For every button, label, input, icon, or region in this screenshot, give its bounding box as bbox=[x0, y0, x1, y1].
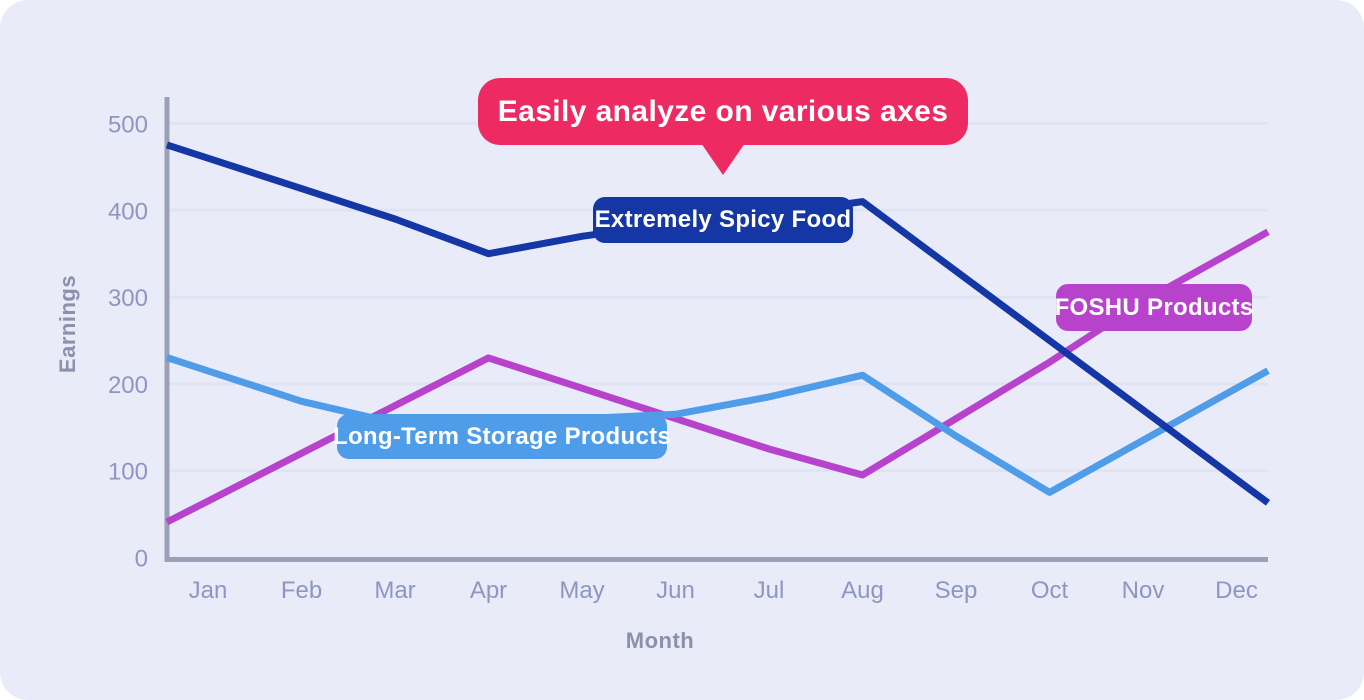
x-tick-label: Jan bbox=[189, 577, 228, 604]
x-tick-label: Jun bbox=[656, 577, 695, 604]
x-tick-label: Jul bbox=[754, 577, 785, 604]
callout-annotation: Easily analyze on various axes bbox=[478, 78, 968, 145]
series-label-extremely-spicy-food: Extremely Spicy Food bbox=[593, 197, 853, 243]
series-label-long-term-storage-products: Long-Term Storage Products bbox=[333, 414, 671, 459]
x-tick-label: Aug bbox=[841, 577, 884, 604]
x-tick-label: Feb bbox=[281, 577, 322, 604]
x-tick-label: Nov bbox=[1122, 577, 1165, 604]
x-tick-label: Dec bbox=[1215, 577, 1258, 604]
x-tick-label: May bbox=[559, 577, 604, 604]
y-tick-labels: 0 100 200 300 400 500 bbox=[108, 112, 148, 573]
x-tick-label: Oct bbox=[1031, 577, 1069, 604]
y-tick-label: 0 bbox=[135, 546, 148, 573]
y-tick-label: 400 bbox=[108, 198, 148, 225]
x-tick-label: Mar bbox=[374, 577, 415, 604]
callout-pointer-icon bbox=[701, 143, 745, 175]
x-tick-labels: Jan Feb Mar Apr May Jun Jul Aug Sep Oct Nov Dec bbox=[189, 577, 1258, 604]
x-tick-label: Apr bbox=[470, 577, 507, 604]
y-tick-label: 500 bbox=[108, 112, 148, 139]
series-line-long-term-storage-products bbox=[165, 354, 1270, 496]
x-axis-title: Month bbox=[625, 628, 695, 653]
y-tick-label: 100 bbox=[108, 459, 148, 486]
y-tick-label: 200 bbox=[108, 372, 148, 399]
series-label-foshu-products: FOSHU Products bbox=[1055, 284, 1253, 331]
axis-lines bbox=[164, 97, 1268, 562]
y-axis-title: Earnings bbox=[55, 274, 80, 374]
x-tick-label: Sep bbox=[935, 577, 978, 604]
y-tick-label: 300 bbox=[108, 285, 148, 312]
